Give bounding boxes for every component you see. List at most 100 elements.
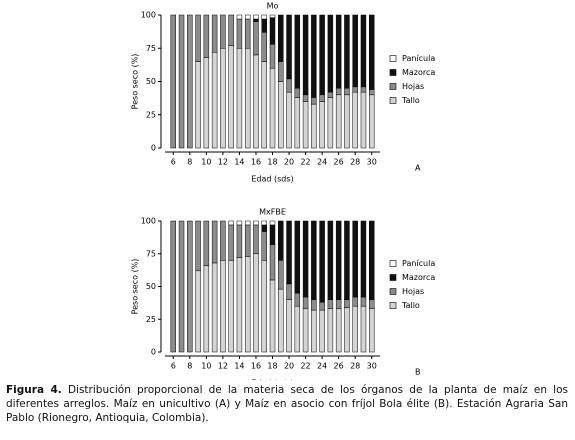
- x-tick-label: 20: [284, 158, 294, 167]
- bar-segment: [344, 299, 350, 308]
- x-tick-label: 14: [234, 362, 244, 371]
- x-tick-label: 18: [267, 362, 277, 371]
- bar-segment: [360, 14, 367, 88]
- bar-segment: [344, 87, 350, 96]
- bar-segment: [286, 14, 292, 80]
- bar-segment: [319, 94, 325, 102]
- x-tick-label: 26: [334, 362, 344, 371]
- y-axis-label: Peso seco (%): [131, 54, 140, 110]
- bar-segment: [302, 296, 309, 310]
- bar-segment: [236, 18, 243, 49]
- bar-segment: [220, 220, 226, 261]
- bar-segment: [195, 14, 201, 62]
- bar-segment: [195, 61, 201, 149]
- bar-segment: [294, 292, 301, 307]
- bar-segment: [352, 305, 358, 353]
- caption-label: Figura 4.: [6, 384, 62, 396]
- bar-segment: [211, 220, 218, 264]
- bar-segment: [286, 91, 292, 149]
- bar-segment: [236, 48, 243, 149]
- x-tick-label: 30: [367, 362, 377, 371]
- x-tick-label: 24: [317, 362, 327, 371]
- bar-segment: [261, 61, 267, 149]
- legend-swatch: [389, 55, 397, 62]
- bar-segment: [360, 220, 367, 298]
- bar-segment: [187, 220, 193, 353]
- bar-segment: [269, 279, 276, 353]
- x-tick-label: 28: [350, 362, 360, 371]
- bar-segment: [294, 14, 301, 89]
- bar-segment: [302, 101, 309, 149]
- bar-segment: [302, 308, 309, 353]
- bar-segment: [253, 220, 259, 226]
- bar-segment: [269, 44, 276, 69]
- bar-segment: [253, 18, 259, 22]
- x-axis-label: Edad (sds): [251, 175, 293, 184]
- x-tick-label: 6: [171, 158, 176, 167]
- y-tick-label: 25: [146, 315, 156, 324]
- x-tick-label: 18: [267, 158, 277, 167]
- y-tick-label: 50: [146, 282, 156, 291]
- bar-segment: [195, 270, 201, 353]
- x-tick-label: 16: [251, 158, 261, 167]
- bar-segment: [211, 51, 218, 149]
- bar-segment: [178, 14, 185, 149]
- bar-segment: [360, 296, 367, 307]
- bar-segment: [170, 220, 177, 353]
- legend-label: Panícula: [402, 54, 435, 63]
- bar-segment: [236, 257, 243, 353]
- bar-segment: [294, 305, 301, 353]
- bar-segment: [286, 299, 292, 353]
- bar-segment: [327, 299, 334, 310]
- bar-segment: [244, 14, 251, 20]
- bar-segment: [294, 220, 301, 294]
- legend-label: Mazorca: [402, 68, 435, 77]
- legend-swatch: [389, 97, 397, 104]
- bar-segment: [319, 101, 325, 149]
- bar-segment: [187, 14, 193, 149]
- bar-segment: [302, 220, 309, 298]
- bar-segment: [278, 14, 284, 62]
- bar-segment: [327, 220, 334, 300]
- x-tick-label: 10: [201, 362, 211, 371]
- x-axis-label: Edad (sds): [251, 379, 293, 381]
- bar-segment: [253, 14, 259, 20]
- x-tick-label: 26: [334, 158, 344, 167]
- bar-segment: [360, 86, 367, 93]
- bar-segment: [228, 220, 234, 226]
- x-tick-label: 22: [300, 362, 310, 371]
- bar-segment: [203, 14, 210, 58]
- x-tick-label: 16: [251, 362, 261, 371]
- bar-segment: [244, 18, 251, 49]
- bar-segment: [261, 224, 267, 232]
- bar-segment: [344, 14, 350, 89]
- x-tick-label: 28: [350, 158, 360, 167]
- legend-label: Mazorca: [402, 273, 435, 282]
- bar-segment: [327, 14, 334, 93]
- bar-segment: [352, 296, 358, 307]
- bar-segment: [220, 14, 226, 49]
- x-tick-label: 12: [218, 158, 228, 167]
- y-tick-label: 100: [141, 217, 156, 226]
- bar-segment: [220, 48, 226, 149]
- bar-segment: [311, 14, 317, 98]
- bar-segment: [352, 91, 358, 149]
- bar-segment: [244, 48, 251, 149]
- bar-segment: [319, 301, 325, 311]
- y-tick-label: 25: [146, 110, 156, 119]
- bar-segment: [344, 307, 350, 353]
- bar-segment: [269, 220, 276, 226]
- x-tick-label: 20: [284, 362, 294, 371]
- chart-title: Mo: [267, 2, 279, 11]
- bar-segment: [335, 87, 342, 96]
- bar-segment: [311, 299, 317, 311]
- bar-segment: [228, 224, 234, 261]
- bar-segment: [261, 260, 267, 353]
- x-tick-label: 8: [187, 158, 192, 167]
- bar-segment: [335, 14, 342, 89]
- bar-segment: [261, 231, 267, 261]
- bar-segment: [335, 308, 342, 353]
- bar-segment: [335, 94, 342, 149]
- bar-segment: [302, 94, 309, 102]
- x-tick-label: 24: [317, 158, 327, 167]
